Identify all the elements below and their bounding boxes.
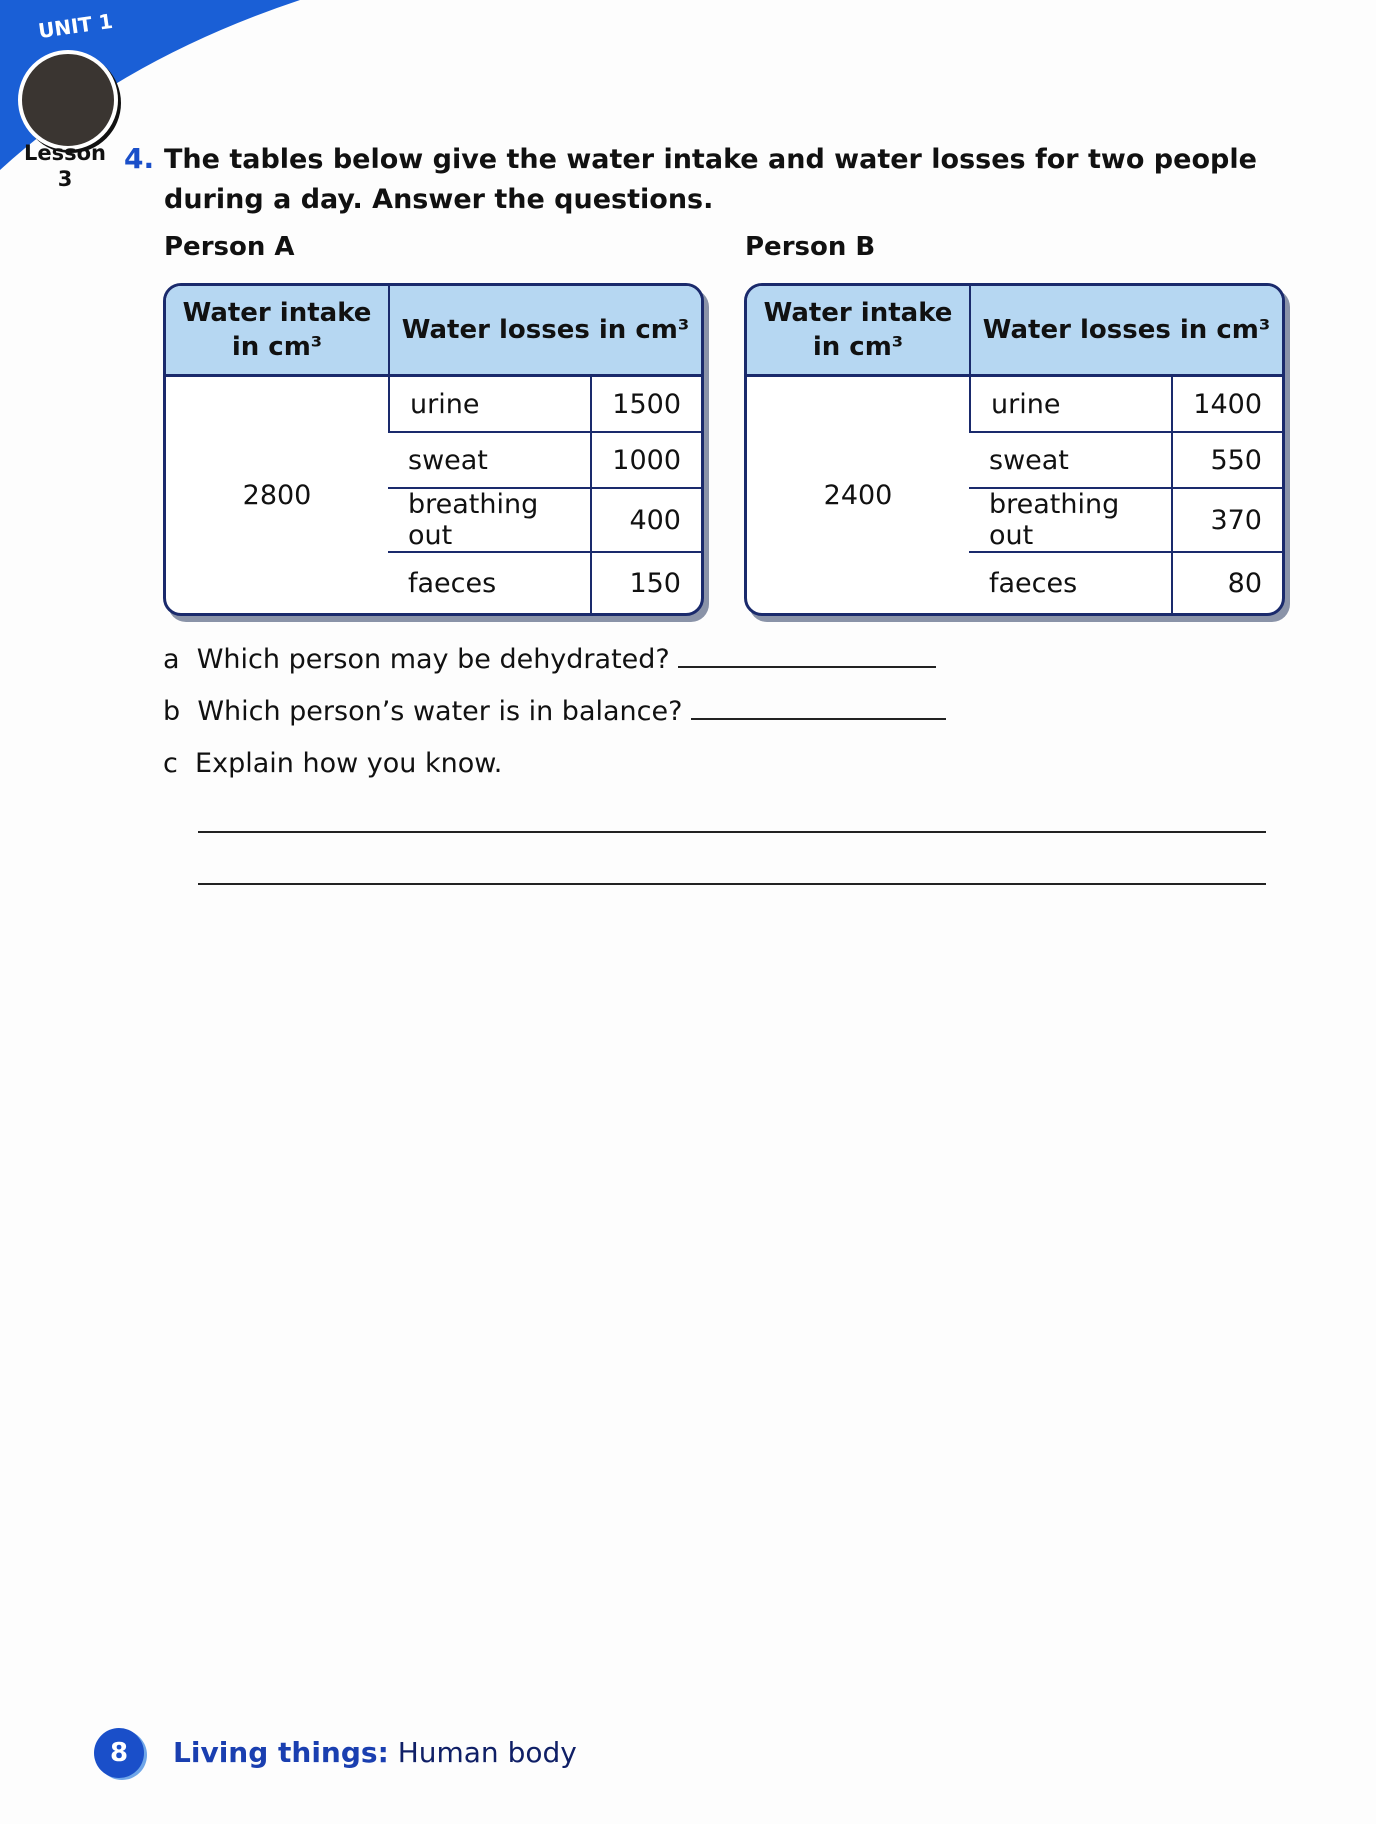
letter: c xyxy=(163,748,178,779)
header-intake: Water intake in cm³ xyxy=(166,286,388,377)
letter: b xyxy=(163,696,181,727)
loss-item: breathing out xyxy=(969,487,1172,551)
answer-blank-a[interactable] xyxy=(678,646,937,668)
intake-value: 2800 xyxy=(242,479,312,511)
subquestion-text: Which person’s water is in balance? xyxy=(197,696,683,727)
footer-topic: Living things: xyxy=(173,1736,389,1769)
loss-value: 80 xyxy=(1171,551,1282,613)
unit-badge-image xyxy=(18,50,118,150)
subquestion-b: b Which person’s water is in balance? xyxy=(163,696,947,727)
person-a-table: Water intake in cm³ Water losses in cm³ 2… xyxy=(163,283,704,616)
header-losses: Water losses in cm³ xyxy=(388,286,701,377)
blue-corner-banner xyxy=(0,0,300,170)
answer-blank-b[interactable] xyxy=(691,698,947,720)
footer-title: Living things: Human body xyxy=(173,1736,577,1769)
intake-value: 2400 xyxy=(823,479,893,511)
footer-subtopic: Human body xyxy=(397,1736,577,1769)
loss-item: urine xyxy=(388,377,590,431)
header-losses: Water losses in cm³ xyxy=(969,286,1282,377)
loss-value: 550 xyxy=(1171,431,1282,487)
question-text: The tables below give the water intake a… xyxy=(164,144,1257,215)
letter: a xyxy=(163,644,180,675)
subquestion-text: Which person may be dehydrated? xyxy=(196,644,670,675)
loss-item: faeces xyxy=(388,551,591,613)
question-number: 4. xyxy=(124,142,155,175)
person-b-label: Person B xyxy=(745,232,876,262)
loss-value: 1500 xyxy=(590,377,701,431)
loss-item: sweat xyxy=(388,431,591,487)
subquestion-text: Explain how you know. xyxy=(195,748,503,779)
loss-item: urine xyxy=(969,377,1171,431)
loss-value: 400 xyxy=(590,487,701,551)
loss-value: 1000 xyxy=(590,431,701,487)
page-number: 8 xyxy=(94,1728,144,1778)
loss-item: sweat xyxy=(969,431,1172,487)
loss-value: 1400 xyxy=(1171,377,1282,431)
answer-line-1[interactable] xyxy=(198,831,1266,833)
loss-value: 370 xyxy=(1171,487,1282,551)
subquestion-c: c Explain how you know. xyxy=(163,748,502,779)
answer-line-2[interactable] xyxy=(198,883,1266,885)
loss-value: 150 xyxy=(590,551,701,613)
subquestion-a: a Which person may be dehydrated? xyxy=(163,644,937,675)
lesson-number: 3 xyxy=(57,167,73,191)
loss-item: faeces xyxy=(969,551,1172,613)
lesson-label: Lesson 3 xyxy=(22,140,108,192)
loss-item: breathing out xyxy=(388,487,591,551)
person-b-table: Water intake in cm³ Water losses in cm³ 2… xyxy=(744,283,1285,616)
person-a-label: Person A xyxy=(164,232,295,262)
header-intake: Water intake in cm³ xyxy=(747,286,969,377)
lesson-text: Lesson xyxy=(23,141,106,165)
